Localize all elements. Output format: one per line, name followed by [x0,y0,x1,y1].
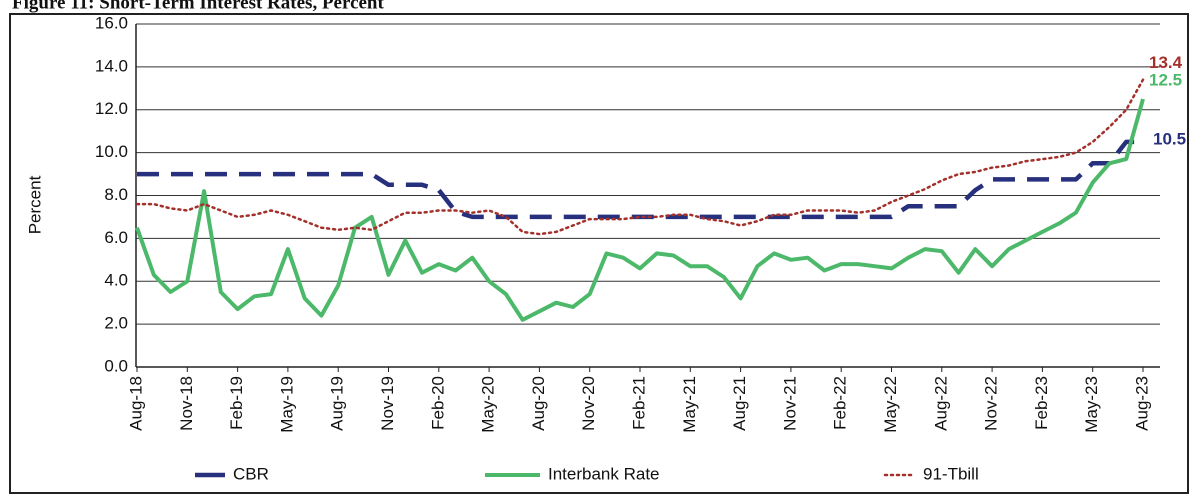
x-tick-label: Nov-19 [378,376,397,431]
y-tick-label: 4.0 [104,271,128,290]
x-tick-label: Nov-21 [780,376,799,431]
x-tick-label: Aug-18 [126,376,145,431]
value-label: 10.5 [1153,129,1186,148]
series-line [135,98,1145,322]
chart-border [9,13,1189,494]
x-tick-label: Feb-19 [227,376,246,430]
x-tick-label: Aug-19 [328,376,347,431]
legend-label: Interbank Rate [548,464,660,483]
legend-label: CBR [233,464,269,483]
x-tick-label: May-22 [881,376,900,433]
x-tick-label: May-19 [277,376,296,433]
x-tick-label: Nov-18 [177,376,196,431]
series-line [137,139,1143,220]
chart-title: Figure 11: Short-Term Interest Rates, Pe… [12,0,384,13]
value-label: 12.5 [1149,71,1182,90]
x-tick-label: Aug-23 [1132,376,1151,431]
x-tick-label: Feb-22 [831,376,850,430]
x-tick-label: Feb-20 [428,376,447,430]
y-tick-label: 6.0 [104,228,128,247]
x-tick-label: Aug-21 [730,376,749,431]
y-tick-label: 2.0 [104,314,128,333]
x-tick-label: Aug-22 [931,376,950,431]
legend-label: 91-Tbill [923,464,979,483]
y-axis-label: Percent [25,175,44,234]
x-tick-label: Feb-21 [629,376,648,430]
x-tick-label: May-20 [479,376,498,433]
y-tick-label: 16.0 [95,13,128,32]
x-tick-label: May-21 [680,376,699,433]
y-tick-label: 8.0 [104,185,128,204]
series-line [135,78,1145,236]
x-tick-label: Feb-23 [1032,376,1051,430]
x-tick-label: Aug-20 [529,376,548,431]
x-tick-label: Nov-22 [982,376,1001,431]
y-tick-label: 12.0 [95,99,128,118]
x-tick-label: Nov-20 [579,376,598,431]
y-tick-label: 0.0 [104,356,128,375]
x-tick-label: May-23 [1082,376,1101,433]
y-tick-label: 10.0 [95,142,128,161]
y-tick-label: 14.0 [95,56,128,75]
value-label: 13.4 [1149,53,1183,72]
